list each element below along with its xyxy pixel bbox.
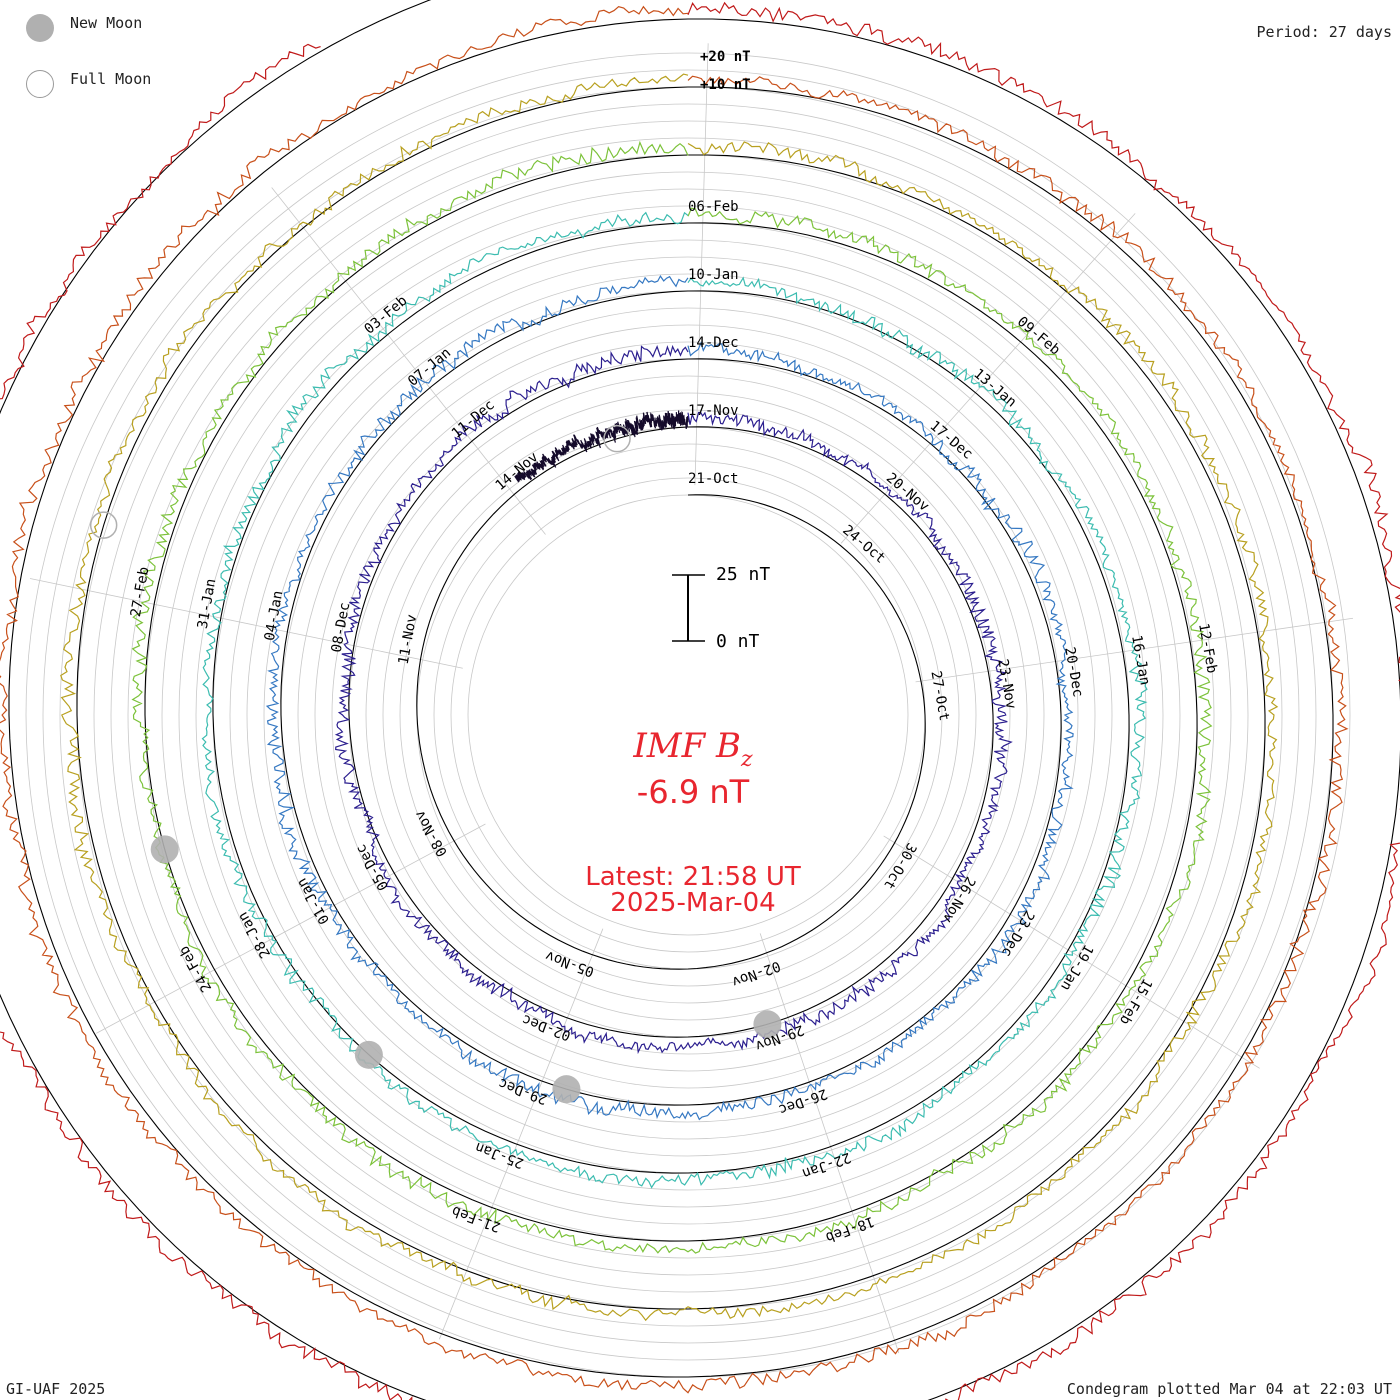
date-label: 31-Jan (195, 577, 220, 630)
ring-scale-labels: +20 nT +10 nT (700, 49, 751, 93)
series-line-cycle-7 (0, 5, 1349, 1394)
scale-bar: 25 nT 0 nT (672, 564, 770, 652)
grid-spoke (759, 933, 900, 1354)
series-line-cycle-3 (265, 274, 1074, 1121)
scale-bar-bottom-label: 0 nT (716, 631, 760, 652)
grid-circle (382, 409, 994, 1021)
chart-title: IMF Bz (632, 726, 753, 772)
date-label: 05-Nov (543, 947, 596, 979)
series-line-cycle-4 (201, 211, 1148, 1189)
grid-spoke (694, 43, 709, 486)
date-label: 27-Oct (927, 670, 952, 723)
new-moon-icon (26, 14, 54, 42)
date-label: 08-Dec (329, 601, 354, 654)
date-label: 01-Jan (294, 875, 333, 927)
chart-title-subscript: z (740, 747, 753, 772)
latest-date: 2025-Mar-04 (610, 888, 775, 918)
moon-markers (89, 424, 782, 1104)
grid-spoke (271, 187, 546, 535)
series-line-cycle-1 (514, 410, 689, 483)
date-label: 17-Dec (927, 418, 976, 463)
grid-circle (42, 69, 1334, 1361)
scale-bar-top-label: 25 nT (716, 564, 770, 585)
date-label: 25-Jan (473, 1139, 526, 1171)
date-label: 08-Nov (412, 807, 451, 859)
date-label: 24-Oct (839, 522, 888, 567)
date-label: 21-Feb (450, 1202, 503, 1234)
latest-value: -6.9 nT (637, 773, 750, 811)
new-moon-marker (552, 1075, 581, 1104)
date-label: 16-Jan (1128, 634, 1153, 687)
legend-new-moon: New Moon (26, 14, 142, 42)
legend-new-moon-label: New Moon (70, 14, 143, 32)
grid-spoke (29, 578, 463, 669)
grid-circle (127, 154, 1249, 1276)
series-line-cycle-2 (334, 344, 1013, 1055)
date-label: 09-Feb (1014, 314, 1063, 359)
chart-title-main: IMF B (632, 726, 741, 766)
date-label: 14-Dec (688, 335, 739, 351)
date-label: 29-Dec (496, 1075, 549, 1107)
date-label: 20-Dec (1061, 646, 1086, 699)
date-label: 21-Oct (688, 471, 739, 487)
ring-scale-label-20: +20 nT (700, 49, 751, 65)
full-moon-marker (89, 511, 118, 539)
full-moon-marker (603, 424, 631, 453)
date-label: 17-Nov (688, 403, 739, 419)
center-readout: IMF Bz -6.9 nT Latest: 21:58 UT 2025-Mar… (585, 726, 801, 918)
date-label: 06-Feb (688, 199, 739, 215)
grid-circle (280, 307, 1096, 1123)
grid-circle (212, 239, 1164, 1191)
date-label: 13-Jan (970, 366, 1019, 411)
latest-time: Latest: 21:58 UT (585, 862, 801, 892)
grid-spoke (96, 823, 486, 1034)
new-moon-marker (354, 1040, 383, 1069)
date-label: 04-Jan (262, 589, 287, 642)
date-label: 28-Jan (235, 909, 274, 961)
new-moon-marker (753, 1010, 782, 1039)
date-label: 11-Dec (449, 397, 498, 442)
grid-circle (76, 103, 1300, 1327)
date-label: 10-Jan (688, 267, 739, 283)
credit-label: GI-UAF 2025 (6, 1380, 106, 1398)
date-label: 27-Feb (128, 566, 153, 619)
full-moon-icon (26, 70, 54, 98)
grid-circle (195, 222, 1181, 1208)
period-label: Period: 27 days (1256, 23, 1392, 41)
grid-spoke (840, 213, 1136, 544)
date-label: 07-Jan (405, 345, 454, 390)
series-line-cycle-5 (131, 140, 1213, 1254)
series-line-cycle-6 (60, 73, 1279, 1322)
new-moon-marker (150, 835, 179, 864)
date-label: 20-Nov (883, 470, 932, 515)
date-label: 02-Dec (520, 1011, 573, 1043)
date-label: 11-Nov (396, 613, 421, 666)
ring-scale-label-10: +10 nT (700, 77, 751, 93)
legend-full-moon: Full Moon (26, 70, 151, 98)
legend-full-moon-label: Full Moon (70, 70, 152, 88)
grid-circle (25, 52, 1351, 1378)
grid-circle (110, 137, 1266, 1293)
plotted-label: Condegram plotted Mar 04 at 22:03 UT (1066, 1380, 1392, 1398)
